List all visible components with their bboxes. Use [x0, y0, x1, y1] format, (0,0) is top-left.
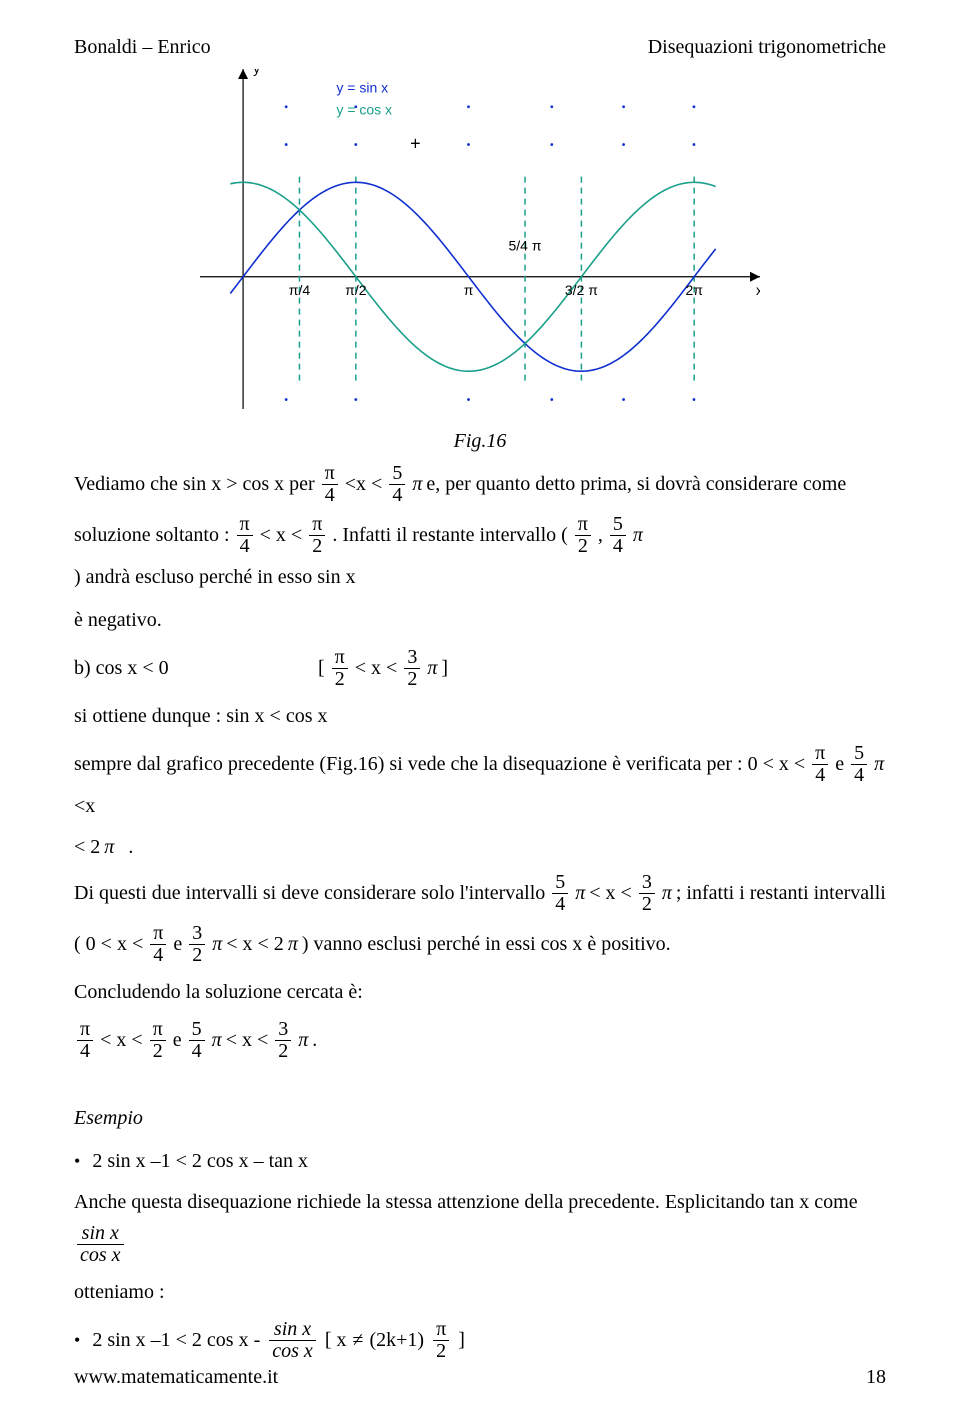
figure-16: y x π/4 π/2 π 3/2 π 2π 5/4 π y = sin x y = cos x + [74, 69, 886, 414]
svg-text:y: y [253, 69, 260, 76]
bullet-icon: • [74, 1147, 80, 1177]
figure-caption: Fig.16 [74, 430, 886, 453]
bullet-icon: • [74, 1326, 80, 1356]
footer-url: www.matematicamente.it [74, 1366, 278, 1389]
body-text: Vediamo che sin x > cos x per π4 <x < 54… [74, 463, 886, 1362]
page-number: 18 [866, 1366, 886, 1389]
header-title: Disequazioni trigonometriche [648, 36, 886, 59]
svg-text:π/4: π/4 [289, 282, 311, 298]
sin-cos-plot: y x π/4 π/2 π 3/2 π 2π 5/4 π y = sin x y = cos x + [200, 69, 760, 409]
svg-text:y = cos x: y = cos x [336, 101, 392, 117]
header-author: Bonaldi – Enrico [74, 36, 211, 59]
svg-text:2π: 2π [685, 282, 703, 298]
example-1: 2 sin x –1 < 2 cos x – tan x [92, 1145, 308, 1178]
svg-text:x: x [756, 282, 760, 298]
svg-text:3/2 π: 3/2 π [565, 282, 598, 298]
svg-text:y = sin x: y = sin x [336, 80, 388, 96]
svg-text:+: + [410, 133, 421, 153]
esempio-heading: Esempio [74, 1102, 886, 1135]
svg-text:5/4 π: 5/4 π [509, 237, 542, 253]
svg-text:π: π [464, 282, 474, 298]
svg-text:π/2: π/2 [345, 282, 367, 298]
